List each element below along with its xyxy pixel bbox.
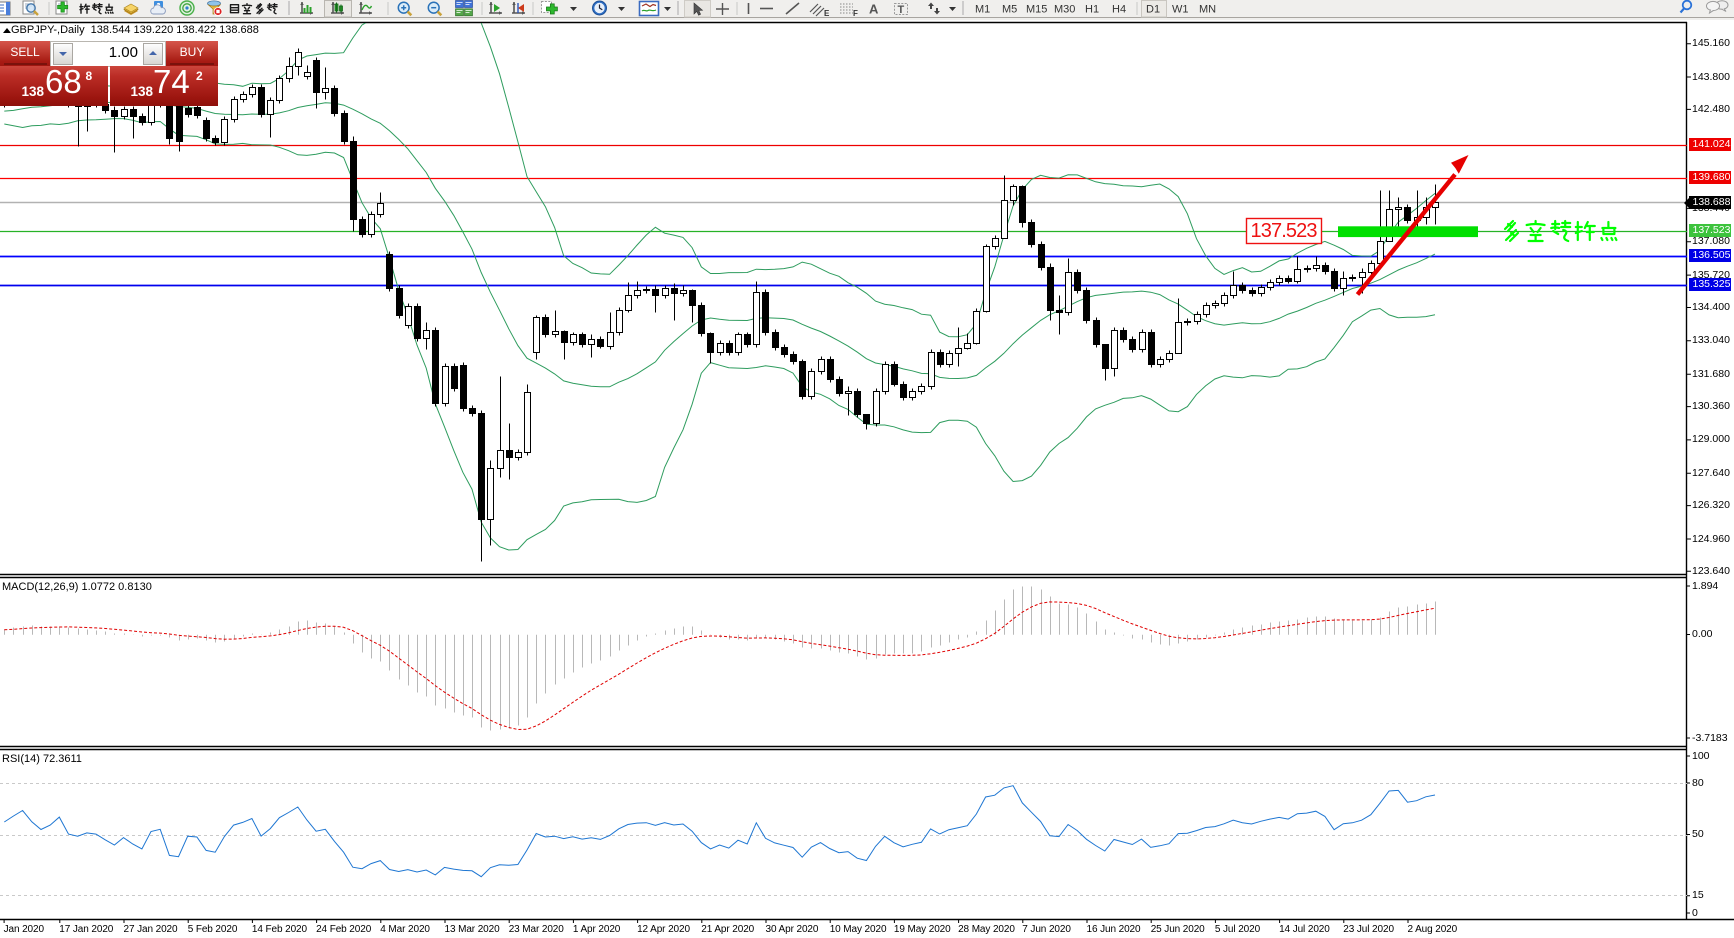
svg-text:A: A — [869, 2, 879, 17]
svg-text:T: T — [898, 4, 905, 16]
svg-text:W1: W1 — [1172, 4, 1189, 16]
svg-text:D1: D1 — [1146, 4, 1160, 16]
svg-text:H4: H4 — [1112, 4, 1126, 16]
svg-text:M1: M1 — [975, 4, 990, 16]
svg-text:E: E — [824, 9, 830, 18]
svg-text:MN: MN — [1199, 4, 1216, 16]
svg-text:M5: M5 — [1002, 4, 1017, 16]
svg-text:H1: H1 — [1085, 4, 1099, 16]
svg-text:F: F — [853, 9, 858, 18]
svg-text:137.523: 137.523 — [1251, 220, 1318, 242]
svg-text:M15: M15 — [1026, 4, 1047, 16]
svg-text:M30: M30 — [1054, 4, 1075, 16]
